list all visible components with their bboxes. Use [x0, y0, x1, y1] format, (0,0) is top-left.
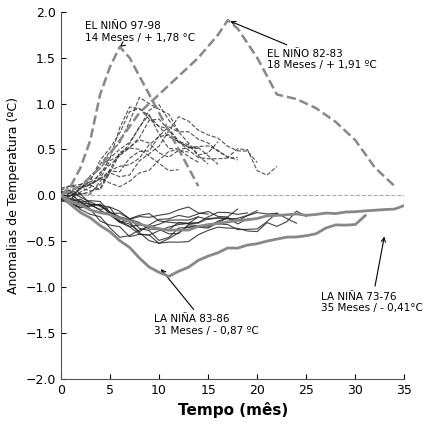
- X-axis label: Tempo (mês): Tempo (mês): [178, 402, 288, 418]
- Text: LA NIÑA 73-76
35 Meses / - 0,41°C: LA NIÑA 73-76 35 Meses / - 0,41°C: [321, 238, 423, 313]
- Y-axis label: Anomalias de Temperatura (ºC): Anomalias de Temperatura (ºC): [7, 97, 20, 294]
- Text: EL NIÑO 97-98
14 Meses / + 1,78 °C: EL NIÑO 97-98 14 Meses / + 1,78 °C: [86, 21, 196, 46]
- Text: EL NIÑO 82-83
18 Meses / + 1,91 ºC: EL NIÑO 82-83 18 Meses / + 1,91 ºC: [232, 21, 377, 70]
- Text: LA NIÑA 83-86
31 Meses / - 0,87 ºC: LA NIÑA 83-86 31 Meses / - 0,87 ºC: [154, 270, 259, 336]
